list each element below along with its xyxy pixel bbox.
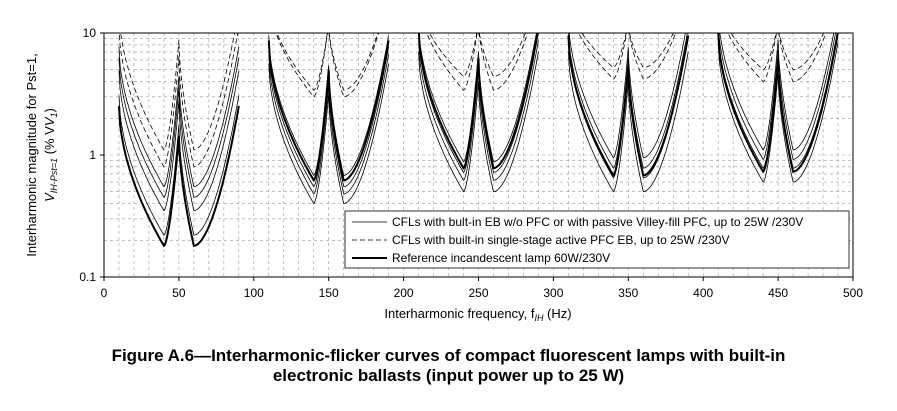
series-line-cfl_active_pfc [120, 33, 235, 151]
y-axis-label: Interharmonic magnitude for Pst=1, VIH-P… [24, 53, 59, 256]
series-line-cfl_no_pfc [568, 51, 689, 193]
x-tick-label: 100 [244, 286, 264, 300]
series-line-cfl_active_pfc [727, 33, 827, 82]
legend-box [344, 210, 850, 269]
x-tick-label: 200 [394, 286, 414, 300]
series-line-cfl_active_pfc [730, 33, 825, 71]
series-line-cfl_no_pfc [118, 46, 240, 188]
x-tick-label: 450 [768, 286, 788, 300]
series-line-cfl_active_pfc [426, 33, 529, 91]
series-line-cfl_no_pfc [568, 33, 686, 159]
x-tick-label: 400 [693, 286, 713, 300]
y-axis-label-line1: Interharmonic magnitude for Pst=1, [24, 53, 39, 256]
figure-caption: Figure A.6—Interharmonic-flicker curves … [0, 346, 897, 386]
series-line-cfl_no_pfc [118, 70, 240, 212]
y-tick-label: 10 [83, 26, 97, 40]
series-line-cfl_active_pfc [578, 33, 677, 80]
series-line-cfl_no_pfc [268, 35, 389, 176]
y-axis-label-line2: VIH-Pst=1 (% VV1) [42, 108, 59, 202]
series-line-cfl_active_pfc [118, 33, 239, 168]
series-line-cfl_active_pfc [276, 33, 379, 91]
curves [118, 33, 839, 248]
x-ticks: 0 50 100 150 200 250 300 350 400 450 500 [101, 277, 863, 300]
series-line-cfl_active_pfc [275, 33, 380, 98]
y-tick-label: 0.1 [79, 270, 96, 284]
series-line-cfl_active_pfc [581, 33, 674, 69]
caption-line-1: Figure A.6—Interharmonic-flicker curves … [111, 346, 786, 365]
chart-svg: 0 50 100 150 200 250 300 350 400 450 500 0.1 1 10 CF… [24, 26, 863, 323]
x-tick-label: 300 [543, 286, 563, 300]
series-line-cfl_no_pfc [118, 95, 240, 236]
x-tick-label: 500 [843, 286, 863, 300]
series-line-cfl_active_pfc [428, 33, 526, 77]
legend: CFLs with bult-in EB w/o PFC or with pas… [344, 210, 850, 269]
y-tick-label: 1 [89, 148, 96, 162]
x-axis-label: Interharmonic frequency, fIH (Hz) [384, 306, 571, 323]
x-tick-label: 50 [172, 286, 186, 300]
series-line-cfl_no_pfc [719, 33, 835, 151]
series-line-cfl_no_pfc [717, 42, 839, 183]
x-tick-label: 0 [101, 286, 108, 300]
legend-entry-2: CFLs with built-in single-stage active P… [392, 233, 729, 247]
x-tick-label: 350 [618, 286, 638, 300]
caption-line-2: electronic ballasts (input power up to 2… [272, 366, 625, 385]
y-ticks: 0.1 1 10 [79, 26, 104, 284]
series-line-cfl_no_pfc [418, 33, 537, 163]
x-tick-label: 250 [468, 286, 488, 300]
x-tick-label: 150 [319, 286, 339, 300]
legend-entry-1: CFLs with bult-in EB w/o PFC or with pas… [392, 215, 803, 229]
legend-entry-3: Reference incandescent lamp 60W/230V [392, 251, 610, 265]
